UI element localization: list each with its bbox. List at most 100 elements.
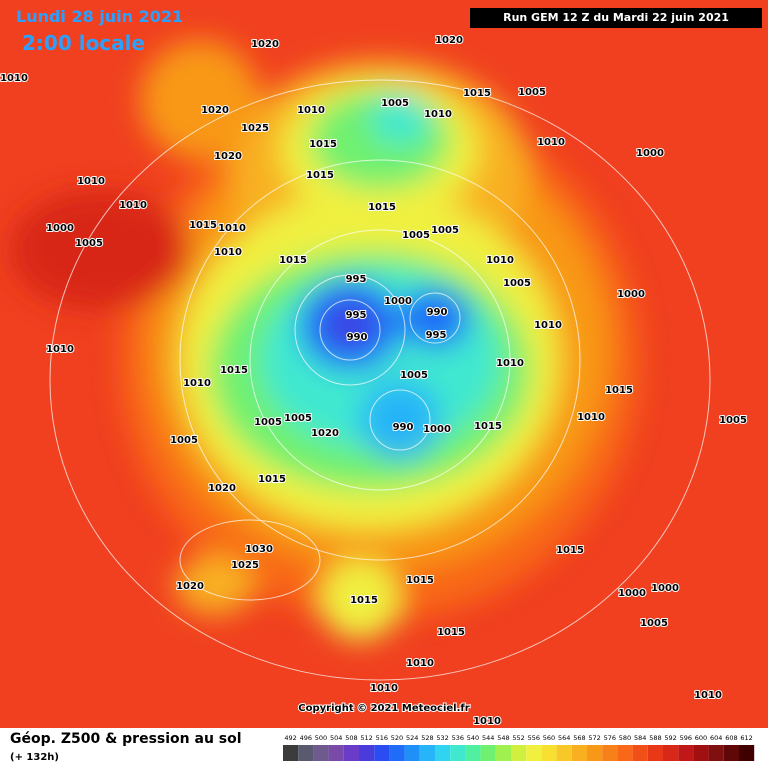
isobar-label: 1005 bbox=[400, 370, 428, 381]
isobar-label: 1020 bbox=[201, 105, 229, 116]
isobar-label: 1025 bbox=[231, 560, 259, 571]
colorbar-cell bbox=[511, 745, 527, 761]
isobar-label: 1000 bbox=[636, 148, 664, 159]
colorbar-label: 564 bbox=[558, 734, 570, 742]
colorbar-cell bbox=[480, 745, 496, 761]
colorbar-cell bbox=[298, 745, 314, 761]
colorbar-cell bbox=[541, 745, 557, 761]
isobar-label: 1005 bbox=[284, 413, 312, 424]
colorbar-cell bbox=[328, 745, 344, 761]
colorbar-cell bbox=[465, 745, 481, 761]
isobar-label: 1005 bbox=[719, 415, 747, 426]
isobar-label: 1000 bbox=[384, 296, 412, 307]
isobar-label: 1020 bbox=[311, 428, 339, 439]
isobar-label: 1005 bbox=[431, 225, 459, 236]
isobar-label: 1015 bbox=[306, 170, 334, 181]
colorbar-cell bbox=[632, 745, 648, 761]
colorbar-label: 580 bbox=[619, 734, 631, 742]
colorbar-cell bbox=[602, 745, 618, 761]
isobar-label: 1005 bbox=[402, 230, 430, 241]
isobar-label: 1005 bbox=[640, 618, 668, 629]
colorbar-label: 556 bbox=[528, 734, 540, 742]
isobar-label: 1010 bbox=[0, 73, 28, 84]
isobar-label: 1000 bbox=[618, 588, 646, 599]
colorbar-cell bbox=[313, 745, 329, 761]
colorbar-label: 592 bbox=[664, 734, 676, 742]
colorbar-cell bbox=[693, 745, 709, 761]
colorbar-cell bbox=[556, 745, 572, 761]
isobar-label: 1010 bbox=[496, 358, 524, 369]
isobar-label: 1015 bbox=[463, 88, 491, 99]
colorbar-label: 600 bbox=[695, 734, 707, 742]
colorbar-cell bbox=[435, 745, 451, 761]
colorbar-label: 532 bbox=[436, 734, 448, 742]
colorbar-label: 548 bbox=[497, 734, 509, 742]
isobar-label: 1010 bbox=[406, 658, 434, 669]
colorbar-label: 576 bbox=[604, 734, 616, 742]
isobar-label: 1020 bbox=[214, 151, 242, 162]
colorbar-label: 496 bbox=[300, 734, 312, 742]
colorbar-cell bbox=[404, 745, 420, 761]
colorbar-label: 536 bbox=[452, 734, 464, 742]
colorbar-label: 604 bbox=[710, 734, 722, 742]
colorbar-label: 552 bbox=[512, 734, 524, 742]
isobar-label: 1015 bbox=[258, 474, 286, 485]
colorbar-label: 508 bbox=[345, 734, 357, 742]
isobar-label: 1005 bbox=[75, 238, 103, 249]
isobar-label: 1005 bbox=[503, 278, 531, 289]
isobar-label: 1000 bbox=[651, 583, 679, 594]
isobar-label: 1030 bbox=[245, 544, 273, 555]
run-box bbox=[470, 8, 762, 28]
isobar-label: 1020 bbox=[208, 483, 236, 494]
isobar-label: 1010 bbox=[297, 105, 325, 116]
isobar-label: 990 bbox=[393, 422, 414, 433]
colorbar: 492 496 500 504 508 512 516 520 524 528 532 536 540 5… bbox=[283, 734, 755, 761]
isobar-label: 1025 bbox=[241, 123, 269, 134]
isobar-label: 990 bbox=[427, 307, 448, 318]
isobar-label: 1010 bbox=[119, 200, 147, 211]
isobar-label: 1010 bbox=[694, 690, 722, 701]
isobar-label: 1000 bbox=[46, 223, 74, 234]
isobar-label: 1010 bbox=[486, 255, 514, 266]
isobar-label: 1020 bbox=[176, 581, 204, 592]
isobar-label: 1010 bbox=[77, 176, 105, 187]
colorbar-cell bbox=[739, 745, 755, 761]
colorbar-cell bbox=[374, 745, 390, 761]
colorbar-cell bbox=[450, 745, 466, 761]
time-label: 2:00 locale bbox=[22, 31, 145, 55]
isobar-label: 1005 bbox=[170, 435, 198, 446]
colorbar-cell bbox=[495, 745, 511, 761]
isobar-label: 1010 bbox=[424, 109, 452, 120]
colorbar-label: 572 bbox=[588, 734, 600, 742]
isobar-label: 1005 bbox=[381, 98, 409, 109]
isobar-label: 1015 bbox=[406, 575, 434, 586]
colorbar-cell bbox=[723, 745, 739, 761]
isobar-label: 995 bbox=[346, 274, 367, 285]
isobar-label: 1020 bbox=[435, 35, 463, 46]
isobar-label: 1010 bbox=[46, 344, 74, 355]
isobar-label: 1015 bbox=[605, 385, 633, 396]
isobar-label: 1015 bbox=[368, 202, 396, 213]
colorbar-cell bbox=[587, 745, 603, 761]
footer-lead: (+ 132h) bbox=[10, 752, 59, 763]
isobar-label: 1015 bbox=[556, 545, 584, 556]
isobar-label: 1010 bbox=[534, 320, 562, 331]
colorbar-cell bbox=[571, 745, 587, 761]
colorbar-label: 504 bbox=[330, 734, 342, 742]
colorbar-label: 540 bbox=[467, 734, 479, 742]
colorbar-label: 596 bbox=[680, 734, 692, 742]
colorbar-cell bbox=[343, 745, 359, 761]
colorbar-label: 528 bbox=[421, 734, 433, 742]
isobar-label: 1010 bbox=[577, 412, 605, 423]
colorbar-label: 608 bbox=[725, 734, 737, 742]
isobar-label: 1015 bbox=[309, 139, 337, 150]
isobar-label: 1010 bbox=[183, 378, 211, 389]
isobar-label: 1010 bbox=[537, 137, 565, 148]
isobar-label: 1010 bbox=[473, 716, 501, 727]
date-label: Lundi 28 juin 2021 bbox=[16, 7, 183, 26]
colorbar-cell bbox=[678, 745, 694, 761]
colorbar-label: 512 bbox=[360, 734, 372, 742]
colorbar-label: 524 bbox=[406, 734, 418, 742]
